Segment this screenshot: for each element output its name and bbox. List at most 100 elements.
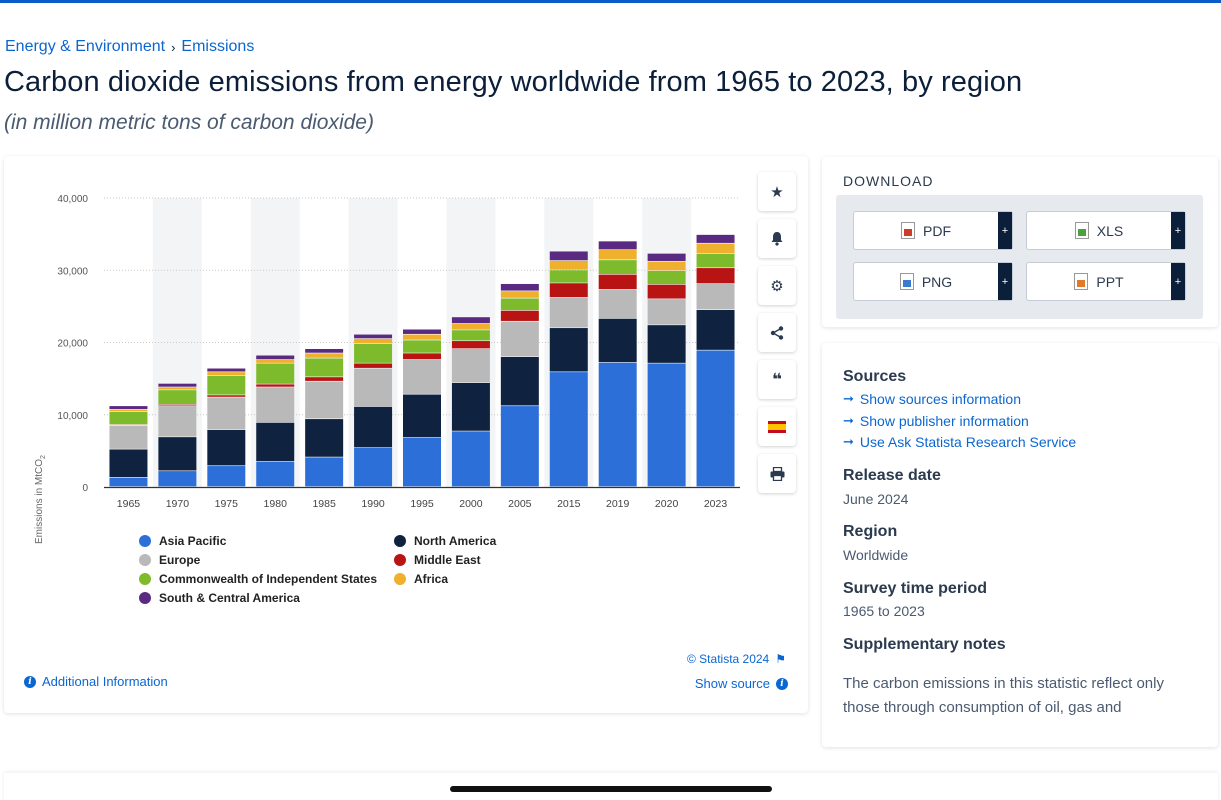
bar-segment [403, 437, 441, 487]
bar-segment [549, 270, 588, 283]
bar-segment [354, 343, 393, 363]
bar-segment [451, 349, 490, 383]
bar-segment [500, 356, 539, 406]
chart-legend: Asia Pacific North America Europe Middle Ea… [139, 534, 659, 605]
bar-segment [696, 243, 735, 254]
cite-button[interactable]: ❝ [758, 360, 796, 399]
legend-item[interactable]: South & Central America [139, 591, 394, 605]
legend-item[interactable]: Africa [394, 572, 649, 586]
bar-segment [647, 284, 686, 299]
download-ppt-button[interactable]: PPT + [1026, 262, 1186, 301]
bar-segment [500, 283, 539, 291]
bar-segment [598, 274, 637, 290]
y-tick-label: 40,000 [57, 194, 88, 205]
legend-item[interactable]: North America [394, 534, 649, 548]
copyright-text: © Statista 2024 [687, 652, 770, 666]
bar-segment [305, 457, 344, 487]
bar-segment [598, 362, 637, 487]
notification-button[interactable] [758, 219, 796, 258]
bar-segment [549, 283, 588, 298]
ppt-label: PPT [1096, 273, 1124, 290]
supplementary-notes-text: The carbon emissions in this statistic r… [843, 675, 1164, 716]
share-button[interactable] [758, 313, 796, 352]
bar-segment [403, 353, 441, 360]
bar-segment [549, 372, 588, 487]
statista-copyright[interactable]: © Statista 2024 ⚑ [687, 652, 786, 666]
download-xls-button[interactable]: XLS + [1026, 211, 1186, 250]
legend-swatch [394, 573, 406, 585]
arrow-right-icon: ➞ [843, 391, 854, 406]
x-tick-label: 1975 [215, 498, 239, 510]
download-panel: PDF + XLS + PNG + PPT + [836, 195, 1203, 319]
pdf-file-icon [901, 222, 915, 239]
download-card: DOWNLOAD PDF + XLS + PNG + PPT + [822, 157, 1218, 327]
region-value: Worldwide [843, 547, 909, 563]
show-source-link[interactable]: Show source i [695, 676, 788, 691]
info-icon: i [24, 675, 36, 688]
bar-segment [403, 340, 441, 353]
bar-segment [647, 325, 686, 363]
y-tick-label: 10,000 [57, 411, 88, 422]
bar-segment [109, 449, 148, 478]
bar-segment [207, 375, 246, 395]
x-tick-label: 2023 [704, 498, 728, 510]
language-button[interactable] [758, 407, 796, 446]
y-tick-label: 0 [82, 483, 88, 494]
bar-segment [451, 431, 490, 487]
x-tick-label: 1995 [410, 498, 434, 510]
bar-segment [598, 318, 637, 363]
bar-segment [647, 270, 686, 285]
breadcrumb-current-link[interactable]: Emissions [181, 38, 255, 55]
png-options-button[interactable]: + [998, 263, 1012, 300]
x-tick-label: 2020 [655, 498, 679, 510]
legend-label: Middle East [414, 553, 481, 567]
additional-information-label: Additional Information [42, 674, 168, 689]
legend-swatch [394, 554, 406, 566]
show-sources-link[interactable]: ➞ Show sources information [843, 391, 1021, 407]
legend-item[interactable]: Commonwealth of Independent States [139, 572, 394, 586]
print-button[interactable] [758, 454, 796, 493]
research-service-label: Use Ask Statista Research Service [859, 434, 1077, 450]
ppt-file-icon [1074, 273, 1089, 290]
settings-button[interactable]: ⚙ [758, 266, 796, 305]
bar-segment [256, 422, 295, 462]
bar-segment [305, 353, 344, 358]
release-date-value: June 2024 [843, 491, 909, 507]
additional-information-link[interactable]: i Additional Information [24, 674, 168, 689]
ppt-options-button[interactable]: + [1171, 263, 1185, 300]
xls-label: XLS [1096, 222, 1124, 239]
bar-segment [207, 395, 246, 397]
bar-segment [256, 461, 295, 487]
bar-segment [696, 234, 735, 243]
legend-item[interactable]: Asia Pacific [139, 534, 394, 548]
breadcrumb: Energy & Environment › Emissions [5, 38, 254, 56]
legend-label: South & Central America [159, 591, 300, 605]
bar-segment [500, 321, 539, 357]
bar-segment [647, 299, 686, 325]
legend-item[interactable]: Middle East [394, 553, 649, 567]
x-tick-label: 2005 [508, 498, 532, 510]
breadcrumb-parent-link[interactable]: Energy & Environment [5, 38, 166, 55]
xls-options-button[interactable]: + [1171, 212, 1185, 249]
quote-icon: ❝ [772, 369, 782, 389]
bar-segment [256, 355, 295, 360]
x-tick-label: 1970 [166, 498, 190, 510]
download-pdf-button[interactable]: PDF + [853, 211, 1013, 250]
bar-segment [109, 409, 148, 412]
breadcrumb-separator: › [171, 39, 176, 55]
bar-segment [696, 253, 735, 268]
x-tick-label: 1985 [312, 498, 336, 510]
bar-segment [403, 334, 441, 340]
bar-segment [158, 404, 197, 406]
download-png-button[interactable]: PNG + [853, 262, 1013, 301]
print-icon [770, 466, 784, 481]
bar-segment [158, 387, 197, 390]
pdf-options-button[interactable]: + [998, 212, 1012, 249]
research-service-link[interactable]: ➞ Use Ask Statista Research Service [843, 434, 1076, 450]
legend-item[interactable]: Europe [139, 553, 394, 567]
favorite-button[interactable]: ★ [758, 172, 796, 211]
bar-segment [500, 291, 539, 298]
bar-segment [647, 363, 686, 487]
survey-period-heading: Survey time period [843, 580, 988, 597]
show-publisher-link[interactable]: ➞ Show publisher information [843, 413, 1029, 429]
